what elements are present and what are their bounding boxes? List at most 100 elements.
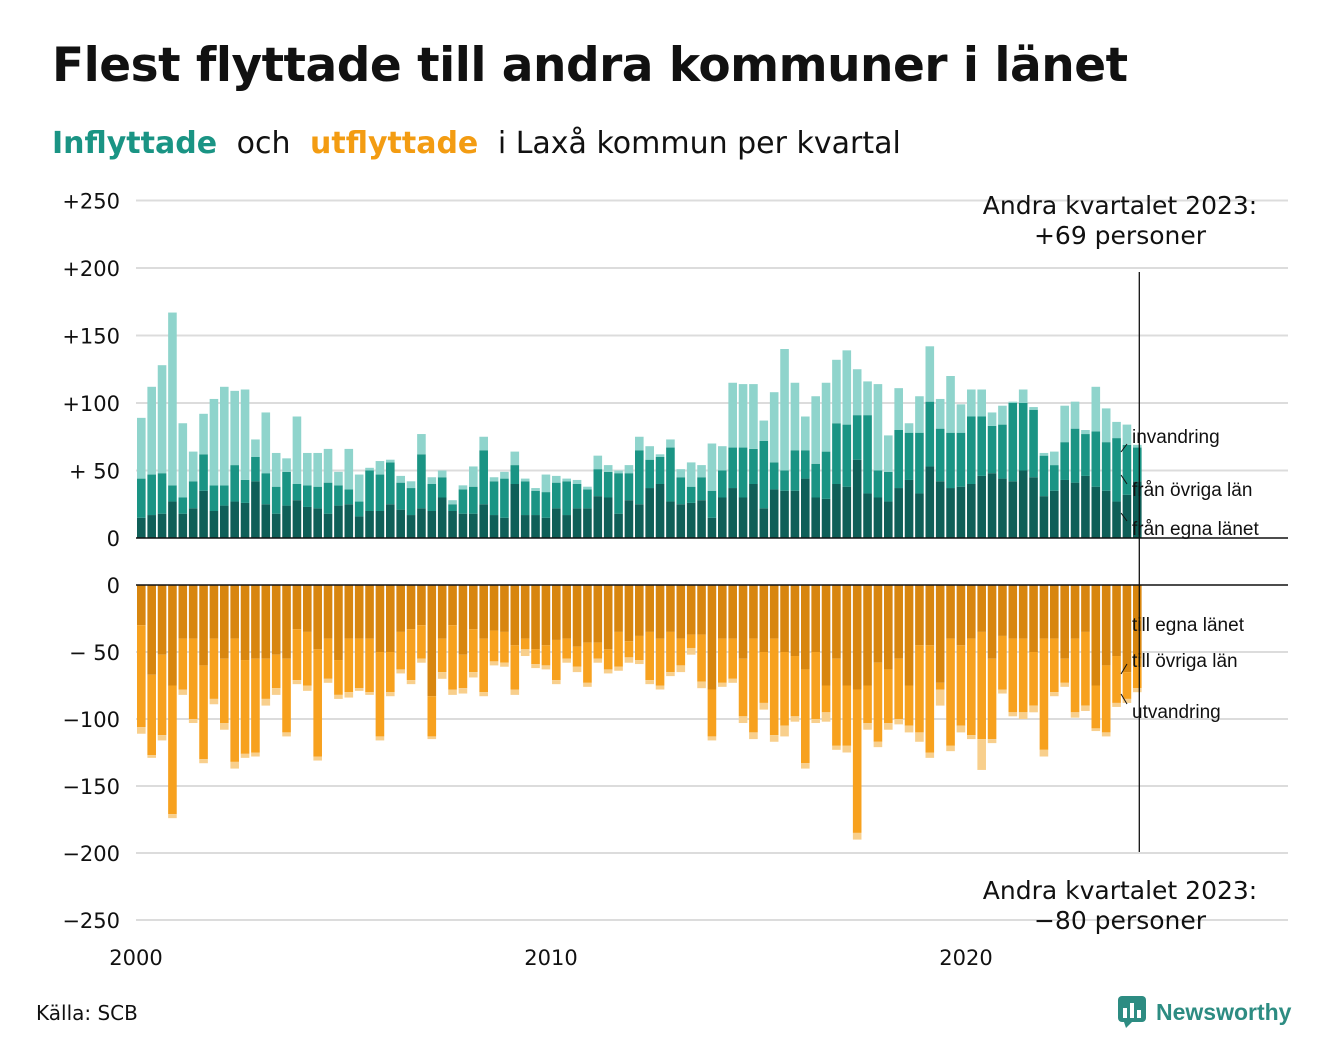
outflow-bar-till-egna-lanet — [707, 585, 717, 690]
inflow-bar-invandring — [157, 365, 167, 474]
brand-name: Newsworthy — [1156, 998, 1292, 1025]
outflow-bar-utvandring — [759, 702, 769, 710]
label-leader — [1120, 512, 1128, 522]
outflow-bar-till-egna-lanet — [458, 585, 468, 655]
outflow-bar-till-ovriga-lan — [1081, 631, 1090, 706]
outflow-bar-till-egna-lanet — [427, 585, 437, 697]
outflow-bar-till-ovriga-lan — [188, 638, 198, 719]
inflow-bar-fran-ovriga-lan — [987, 425, 997, 474]
inflow-bar-fran-egna-lanet — [904, 479, 914, 538]
inflow-bar-fran-egna-lanet — [718, 497, 727, 538]
outflow-bar-utvandring — [852, 832, 862, 840]
inflow-bar-fran-egna-lanet — [738, 497, 748, 538]
label-leader — [1120, 693, 1128, 705]
inflow-bar-invandring — [168, 312, 177, 486]
inflow-bar-fran-egna-lanet — [676, 504, 686, 538]
inflow-bar-fran-ovriga-lan — [1091, 431, 1101, 487]
inflow-bar-invandring — [552, 475, 561, 483]
outflow-bar-till-ovriga-lan — [552, 639, 561, 681]
outflow-bar-till-egna-lanet — [1081, 585, 1090, 632]
outflow-bar-utvandring — [1101, 732, 1111, 737]
inflow-bar-fran-egna-lanet — [1018, 470, 1028, 538]
outflow-bar-utvandring — [728, 678, 737, 683]
outflow-bar-till-ovriga-lan — [251, 658, 260, 753]
y-tick-label: +200 — [62, 257, 120, 281]
outflow-bar-till-egna-lanet — [386, 585, 395, 652]
outflow-bar-utvandring — [147, 755, 156, 758]
inflow-bar-invandring — [386, 459, 395, 463]
outflow-bar-till-ovriga-lan — [396, 631, 405, 670]
outflow-bar-till-ovriga-lan — [199, 665, 208, 760]
inflow-bar-fran-egna-lanet — [1081, 475, 1090, 538]
inflow-bar-fran-egna-lanet — [987, 473, 997, 538]
inflow-bar-fran-ovriga-lan — [240, 479, 250, 503]
inflow-bar-fran-ovriga-lan — [603, 471, 613, 498]
axes — [136, 272, 1288, 852]
labels: +250 +200 +150 +100 + 50 0 0 − 50 −100 −150 −200 −2… — [62, 190, 1259, 971]
inflow-bar-invandring — [147, 386, 156, 475]
inflow-bar-fran-egna-lanet — [375, 511, 385, 538]
inflow-bar-fran-ovriga-lan — [313, 486, 322, 509]
outflow-bar-till-egna-lanet — [676, 585, 686, 639]
outflow-bar-till-ovriga-lan — [998, 635, 1007, 690]
outflow-bar-till-ovriga-lan — [417, 625, 426, 659]
inflow-bar-fran-egna-lanet — [178, 513, 188, 538]
outflow-bar-till-egna-lanet — [271, 585, 281, 655]
inflow-bar-fran-ovriga-lan — [635, 450, 644, 505]
outflow-bar-utvandring — [635, 660, 644, 665]
outflow-bar-till-ovriga-lan — [448, 625, 457, 690]
outflow-bar-utvandring — [832, 745, 841, 750]
inflow-bar-fran-ovriga-lan — [707, 490, 717, 518]
outflow-bar-utvandring — [282, 732, 291, 737]
inflow-bar-fran-ovriga-lan — [427, 484, 437, 511]
inflow-bar-fran-ovriga-lan — [873, 470, 883, 498]
inflow-bar-fran-egna-lanet — [531, 515, 540, 538]
outflow-bar-till-ovriga-lan — [313, 649, 322, 757]
inflow-bar-fran-ovriga-lan — [489, 481, 499, 516]
outflow-bar-utvandring — [998, 689, 1007, 694]
outflow-bar-till-ovriga-lan — [686, 634, 696, 648]
inflow-bar-invandring — [562, 478, 571, 482]
outflow-bar-till-ovriga-lan — [811, 652, 820, 719]
outflow-bar-till-egna-lanet — [168, 585, 177, 686]
outflow-bar-utvandring — [904, 725, 914, 733]
inflow-bar-fran-egna-lanet — [344, 504, 354, 538]
inflow-bar-fran-ovriga-lan — [437, 477, 447, 498]
inflow-bar-fran-egna-lanet — [137, 517, 146, 538]
inflow-bar-invandring — [946, 376, 955, 433]
inflow-bar-fran-egna-lanet — [562, 515, 571, 538]
inflow-bar-invandring — [427, 477, 437, 484]
outflow-bar-till-ovriga-lan — [707, 689, 717, 737]
outflow-bar-till-egna-lanet — [552, 585, 561, 640]
newsworthy-logo-icon — [1118, 996, 1146, 1028]
outflow-bar-utvandring — [531, 664, 540, 669]
outflow-bar-till-ovriga-lan — [334, 660, 343, 695]
inflow-bar-fran-ovriga-lan — [230, 465, 239, 502]
subtitle-inflyttade: Inflyttade — [52, 126, 218, 161]
inflow-bar-fran-egna-lanet — [406, 515, 416, 538]
outflow-bar-till-ovriga-lan — [946, 638, 955, 746]
inflow-bar-fran-egna-lanet — [479, 504, 488, 538]
inflow-bar-fran-egna-lanet — [832, 484, 841, 538]
outflow-bar-utvandring — [552, 680, 561, 685]
inflow-bar-invandring — [220, 386, 229, 486]
inflow-bar-fran-ovriga-lan — [510, 465, 520, 484]
inflow-bar-invandring — [614, 470, 623, 474]
outflow-bar-till-ovriga-lan — [178, 638, 188, 690]
inflow-bar-fran-egna-lanet — [769, 489, 779, 538]
inflow-bar-fran-ovriga-lan — [292, 484, 302, 501]
y-tick-label: −100 — [62, 708, 120, 732]
inflow-bar-fran-egna-lanet — [365, 511, 374, 538]
inflow-bar-invandring — [686, 462, 696, 487]
inflow-bar-fran-egna-lanet — [967, 484, 976, 538]
outflow-bar-till-ovriga-lan — [1039, 638, 1049, 750]
inflow-bar-invandring — [303, 452, 312, 486]
inflow-bar-fran-ovriga-lan — [884, 471, 893, 502]
inflow-bar-fran-egna-lanet — [583, 508, 592, 538]
inflow-bar-invandring — [852, 369, 862, 416]
outflow-bar-till-ovriga-lan — [562, 638, 571, 659]
inflow-bar-invandring — [925, 346, 935, 402]
inflow-bar-fran-ovriga-lan — [894, 430, 903, 489]
outflow-bar-till-egna-lanet — [469, 585, 478, 630]
inflow-bar-invandring — [1122, 424, 1132, 445]
